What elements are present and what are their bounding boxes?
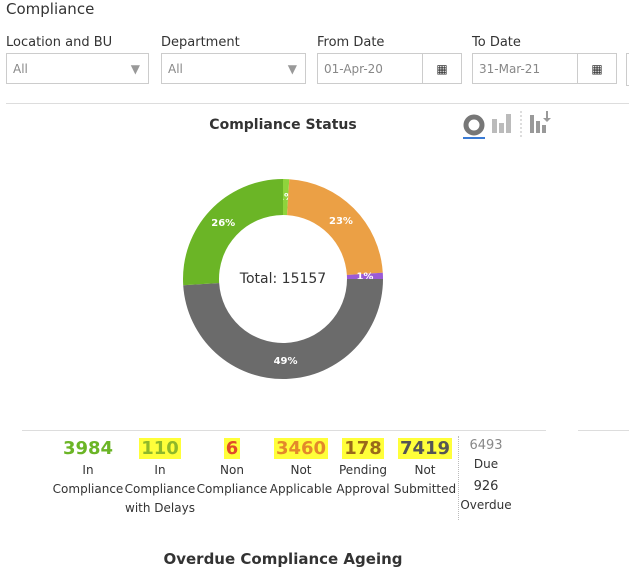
input-value: 01-Apr-20 xyxy=(324,62,383,76)
stat: 3984 In Compliance xyxy=(52,438,124,499)
stat: 178 Pending Approval xyxy=(327,438,399,499)
stat-value: 6 xyxy=(223,438,241,459)
select-value: All xyxy=(13,62,28,76)
due-value: 6493 xyxy=(469,438,503,453)
donut-segment xyxy=(287,179,383,275)
page-title: Compliance xyxy=(6,0,95,18)
stat-label: In Compliance xyxy=(52,463,124,496)
input-value: 31-Mar-21 xyxy=(479,62,541,76)
cut-control xyxy=(626,53,629,86)
donut-view-icon[interactable] xyxy=(463,114,485,139)
stat-label: In Compliance with Delays xyxy=(124,463,196,515)
separator xyxy=(458,436,459,520)
filter-label: Location and BU xyxy=(6,35,113,50)
due-stat: 6493 Due 926 Overdue xyxy=(450,438,522,515)
filter-label: From Date xyxy=(317,35,385,50)
from-date-input[interactable]: 01-Apr-20 ▦ xyxy=(317,53,462,84)
stat-label: Pending Approval xyxy=(336,463,390,496)
segment-label: 49% xyxy=(274,356,298,367)
donut-segment xyxy=(183,279,383,379)
segment-label: 1% xyxy=(277,192,294,203)
divider xyxy=(578,430,629,431)
chart: Compliance Status 1% 23% 1% 49% 26% Total: 1… xyxy=(182,111,551,379)
bar-view-icon[interactable] xyxy=(492,114,511,133)
department-select[interactable]: All ▼ xyxy=(161,53,306,84)
chart-title: Compliance Status xyxy=(209,117,356,133)
stat-value: 7419 xyxy=(397,438,453,459)
stat-value: 110 xyxy=(139,438,181,459)
stat-value: 3460 xyxy=(273,438,329,459)
stat: 3460 Not Applicable xyxy=(265,438,337,499)
stat-label: Non Compliance xyxy=(196,463,268,496)
overdue-label: Overdue xyxy=(460,498,512,512)
due-label: Due xyxy=(473,457,499,471)
overdue-value: 926 xyxy=(473,479,499,494)
stat-value: 178 xyxy=(342,438,384,459)
divider xyxy=(22,430,546,431)
stat: 110 In Compliance with Delays xyxy=(124,438,196,518)
filter-label: To Date xyxy=(472,35,521,50)
filter-label: Department xyxy=(161,35,240,50)
stat-value: 3984 xyxy=(62,438,114,459)
to-date-input[interactable]: 31-Mar-21 ▦ xyxy=(472,53,617,84)
stat: 7419 Not Submitted xyxy=(389,438,461,499)
stat: 6 Non Compliance xyxy=(196,438,268,499)
center-label: Total: 15157 xyxy=(239,271,326,287)
segment-label: 23% xyxy=(329,216,353,227)
donut-segment xyxy=(283,179,290,216)
select-value: All xyxy=(168,62,183,76)
divider xyxy=(6,103,629,104)
donut-segment xyxy=(346,272,383,279)
segment-label: 26% xyxy=(211,218,235,229)
export-icon[interactable] xyxy=(530,111,551,133)
segment-label: 1% xyxy=(356,271,373,282)
location-select[interactable]: All ▼ xyxy=(6,53,149,84)
stat-label: Not Applicable xyxy=(269,463,333,496)
stat-label: Not Submitted xyxy=(393,463,457,496)
donut-segment xyxy=(182,179,283,286)
section-title: Overdue Compliance Ageing xyxy=(163,550,403,568)
